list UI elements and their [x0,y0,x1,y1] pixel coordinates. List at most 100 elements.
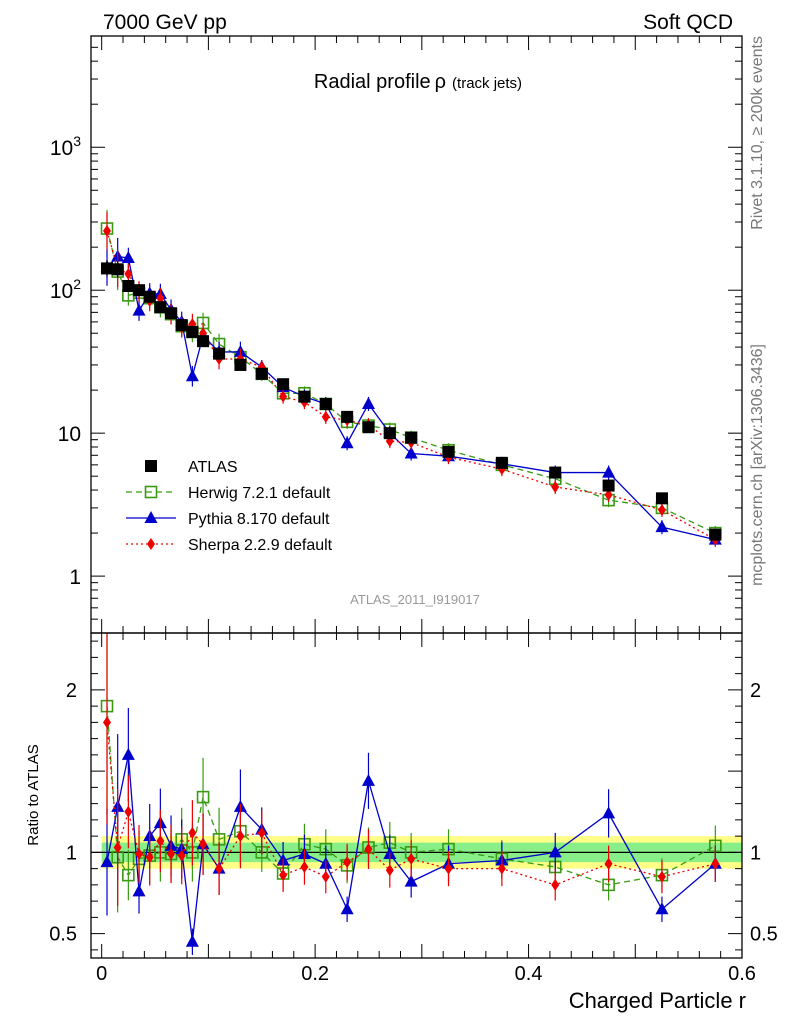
data-point-atlas [277,378,290,391]
side-label-top: Rivet 3.1.10, ≥ 200k events [749,36,766,230]
ratio-ylabel: Ratio to ATLAS [25,744,42,845]
ratio-point-pythia [132,884,146,897]
data-point-pythia [602,465,616,478]
ratio-y-tick-label: 0.5 [49,924,77,946]
ratio-point-sherpa [321,870,330,883]
data-point-atlas [298,390,311,403]
data-point-atlas [709,528,722,541]
ratio-point-sherpa [167,848,176,860]
data-point-atlas [197,335,210,348]
data-point-sherpa [103,224,112,237]
ratio-point-sherpa [279,869,288,882]
data-point-sherpa [604,488,613,501]
legend-label-atlas: ATLAS [188,459,238,476]
data-point-pythia [121,250,135,263]
legend-marker-herwig [144,485,158,499]
data-point-sherpa [279,390,288,403]
ratio-point-sherpa [444,862,453,875]
data-point-pythia [185,369,199,382]
ratio-point-sherpa [236,830,245,843]
ratio-point-pythia [185,934,199,947]
data-point-atlas [383,427,396,440]
data-point-atlas [255,367,268,380]
series-atlas [101,260,722,541]
legend-marker-sherpa [147,538,155,550]
legend-label-herwig: Herwig 7.2.1 default [188,485,331,502]
data-point-atlas [362,421,375,434]
x-tick-label: 0 [96,963,107,985]
data-point-atlas [111,263,124,276]
header-right: Soft QCD [643,11,733,34]
data-point-atlas [549,466,562,479]
data-point-sherpa [124,267,133,280]
ratio-point-sherpa [156,835,165,847]
ratio-point-sherpa [124,805,133,818]
series-line-sherpa [106,230,716,541]
legend: ATLAS Herwig 7.2.1 default Pythia 8.170 de… [126,459,333,554]
ratio-point-sherpa [113,841,122,854]
data-point-pythia [361,396,375,409]
ratio-point-sherpa [215,862,224,875]
analysis-label: ATLAS_2011_I919017 [350,592,480,607]
ratio-point-sherpa [145,851,154,864]
ratio-point-pythia [655,902,669,915]
plot-title-main: Radial profile [314,71,431,93]
header-left: 7000 GeV pp [103,11,227,34]
ratio-point-sherpa [497,862,506,875]
x-tick-label: 0.4 [515,963,543,985]
plot-title: Radial profile ρ (track jets) [314,71,522,93]
ratio-point-sherpa [343,856,352,869]
data-point-sherpa [551,481,560,494]
data-point-atlas [101,262,114,275]
data-point-atlas [213,347,226,360]
x-tick-label: 0.2 [301,963,329,985]
legend-label-pythia: Pythia 8.170 default [188,511,330,528]
data-point-atlas [319,397,332,410]
data-point-sherpa [657,504,666,517]
data-point-pythia [404,446,418,459]
ratio-panel: 2 2 1 1 0.5 0.5 Ratio to ATLAS [25,619,778,959]
plot-title-symbol: ρ [435,71,446,93]
data-point-atlas [341,410,354,423]
ratio-point-sherpa [657,870,666,883]
y-tick-label: 1 [69,566,81,589]
ratio-point-sherpa [385,864,394,877]
ratio-point-sherpa [407,852,416,865]
ratio-point-pythia [602,806,616,819]
data-point-atlas [133,284,146,297]
ratio-point-sherpa [300,861,309,873]
ratio-point-herwig [196,790,210,804]
data-point-atlas [442,445,455,458]
data-point-atlas [165,307,178,320]
ratio-point-pythia [121,747,135,760]
ratio-y-tick-label: 1 [66,842,77,864]
ratio-y-tick-label-right: 2 [750,680,761,702]
ratio-y-tick-label-right: 0.5 [750,924,778,946]
ratio-point-sherpa [135,848,144,860]
ratio-point-sherpa [199,838,208,851]
ratio-point-pythia [340,902,354,915]
data-point-sherpa [321,410,330,423]
data-point-atlas [154,301,167,314]
ratio-point-pythia [404,874,418,887]
ratio-point-sherpa [188,826,197,839]
data-point-pythia [340,436,354,449]
data-point-atlas [122,279,135,292]
data-point-atlas [186,326,199,339]
ratio-point-pythia [548,845,562,858]
legend-marker-pythia [144,511,158,523]
ratio-series-sherpa [103,633,720,907]
data-point-pythia [655,520,669,533]
data-point-atlas [143,290,156,303]
data-point-atlas [655,492,668,505]
ratio-point-sherpa [551,878,560,891]
ratio-point-herwig [122,868,135,882]
data-point-atlas [405,431,418,444]
ratio-frame [90,632,743,959]
legend-label-sherpa: Sherpa 2.2.9 default [188,537,333,554]
x-axis-label: Charged Particle r [569,988,746,1013]
data-point-atlas [602,479,615,492]
ratio-point-sherpa [711,857,720,870]
side-label-bottom: mcplots.cern.ch [arXiv:1306.3436] [749,344,766,586]
ratio-point-sherpa [364,843,373,856]
